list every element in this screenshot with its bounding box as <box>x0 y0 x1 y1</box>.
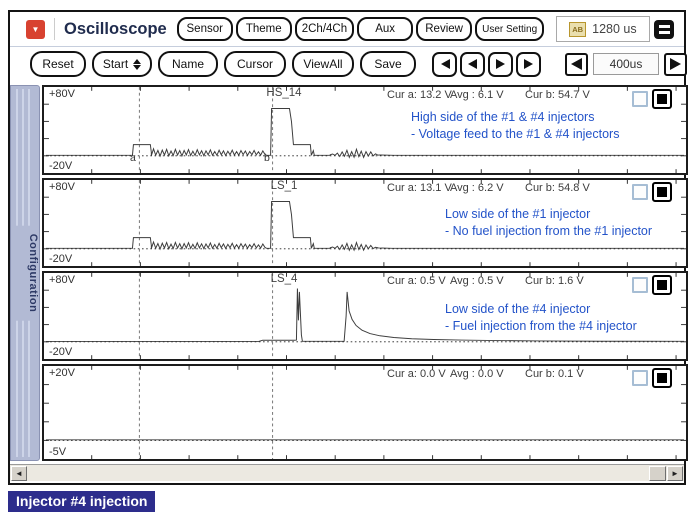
sensor-button[interactable]: Sensor <box>176 17 233 41</box>
voltage-bottom-label: -5V <box>48 446 68 458</box>
channel-mode-button[interactable]: 2Ch/4Ch <box>294 17 355 41</box>
channel-panel-4: +20V -5V Cur a: 0.0 V Avg : 0.0 V Cur b:… <box>42 364 688 461</box>
channel-checkbox[interactable] <box>632 277 648 293</box>
app-title: Oscilloscope <box>64 19 167 38</box>
save-button[interactable]: Save <box>360 51 416 77</box>
record-nav-group <box>432 51 541 77</box>
cursor-a-readout: Cur a: 13.1 V <box>387 182 452 194</box>
aux-button[interactable]: Aux <box>357 17 414 41</box>
channel-panel-3: +80V -20V LS_4 Cur a: 0.5 V Avg : 0.5 V … <box>42 271 688 361</box>
waveform-plot-2[interactable] <box>44 180 686 266</box>
channel-name: LS_4 <box>270 273 298 285</box>
timebase-value: 400us <box>593 53 659 75</box>
cursor-a-marker[interactable]: a <box>130 152 136 164</box>
voltage-top-label: +20V <box>48 367 76 379</box>
start-button[interactable]: Start <box>92 51 152 77</box>
channel-enable-button[interactable] <box>652 275 672 295</box>
channel-checkbox[interactable] <box>632 91 648 107</box>
voltage-bottom-label: -20V <box>48 160 74 172</box>
configuration-tab-label: Configuration <box>11 225 39 321</box>
cursor-a-readout: Cur a: 0.0 V <box>387 368 446 380</box>
average-readout: Avg : 6.1 V <box>450 89 504 101</box>
cursor-time-value: 1280 us <box>592 22 637 36</box>
channel-name: LS_1 <box>270 180 298 192</box>
user-setting-button[interactable]: User Setting <box>475 17 545 41</box>
step-back-button[interactable] <box>460 51 485 77</box>
average-readout: Avg : 6.2 V <box>450 182 504 194</box>
review-button[interactable]: Review <box>416 17 473 41</box>
channel-checkbox[interactable] <box>632 184 648 200</box>
dropdown-arrow-icon[interactable]: ▼ <box>26 19 45 39</box>
start-spinner-icon[interactable] <box>133 58 142 70</box>
channel-panel-1: +80V -20V HS_14 Cur a: 13.2 V Avg : 6.1 … <box>42 85 688 175</box>
step-forward-button[interactable] <box>488 51 513 77</box>
average-readout: Avg : 0.5 V <box>450 275 504 287</box>
cursor-b-readout: Cur b: 0.1 V <box>525 368 584 380</box>
oscilloscope-window: ▼ Oscilloscope Sensor Theme 2Ch/4Ch Aux … <box>8 10 688 485</box>
voltage-bottom-label: -20V <box>48 346 74 358</box>
title-bar: ▼ Oscilloscope Sensor Theme 2Ch/4Ch Aux … <box>10 12 684 47</box>
cursor-a-readout: Cur a: 13.2 V <box>387 89 452 101</box>
average-readout: Avg : 0.0 V <box>450 368 504 380</box>
configuration-tab[interactable]: Configuration <box>10 85 40 461</box>
channel-enable-button[interactable] <box>652 182 672 202</box>
viewall-button[interactable]: ViewAll <box>292 51 354 77</box>
screenshot-caption: Injector #4 injection <box>8 491 156 512</box>
menu-list-icon[interactable] <box>654 19 674 39</box>
timebase-control: 400us <box>565 52 687 76</box>
timebase-increase-button[interactable] <box>664 52 687 76</box>
scroll-left-button[interactable]: ◄ <box>11 466 27 481</box>
cursor-button[interactable]: Cursor <box>224 51 286 77</box>
voltage-top-label: +80V <box>48 88 76 100</box>
waveform-plot-1[interactable] <box>44 87 686 173</box>
annotation: High side of the #1 & #4 injectors - Volt… <box>411 110 620 141</box>
horizontal-scrollbar[interactable]: ◄ ► <box>10 464 684 481</box>
annotation: Low side of the #1 injector - No fuel inj… <box>445 207 653 238</box>
channel-enable-button[interactable] <box>652 89 672 109</box>
cursor-b-readout: Cur b: 1.6 V <box>525 275 584 287</box>
scroll-right-button[interactable]: ► <box>667 466 683 481</box>
cursor-a-readout: Cur a: 0.5 V <box>387 275 446 287</box>
annotation: Low side of the #4 injector - Fuel inject… <box>445 302 637 333</box>
channel-enable-button[interactable] <box>652 368 672 388</box>
cursor-b-readout: Cur b: 54.8 V <box>525 182 590 194</box>
cursor-b-readout: Cur b: 54.7 V <box>525 89 590 101</box>
channel-name: HS_14 <box>266 87 302 99</box>
channel-panel-2: +80V -20V LS_1 Cur a: 13.1 V Avg : 6.2 V… <box>42 178 688 268</box>
waveform-plot-3[interactable] <box>44 273 686 359</box>
name-button[interactable]: Name <box>158 51 218 77</box>
toolbar: Reset Start Name Cursor ViewAll Save 400… <box>10 48 687 80</box>
timebase-decrease-button[interactable] <box>565 52 588 76</box>
cursor-time-display: AB 1280 us <box>556 16 650 42</box>
scrollbar-thumb[interactable] <box>649 466 666 481</box>
channel-checkbox[interactable] <box>632 370 648 386</box>
skip-to-start-button[interactable] <box>432 51 457 77</box>
voltage-top-label: +80V <box>48 274 76 286</box>
reset-button[interactable]: Reset <box>30 51 86 77</box>
voltage-top-label: +80V <box>48 181 76 193</box>
waveform-plot-4[interactable] <box>44 366 686 459</box>
ab-cursor-icon: AB <box>569 21 587 37</box>
cursor-b-marker[interactable]: b <box>264 152 270 164</box>
title-button-group: Sensor Theme 2Ch/4Ch Aux Review User Set… <box>176 17 545 41</box>
voltage-bottom-label: -20V <box>48 253 74 265</box>
theme-button[interactable]: Theme <box>235 17 292 41</box>
skip-to-end-button[interactable] <box>516 51 541 77</box>
divider <box>54 18 55 40</box>
